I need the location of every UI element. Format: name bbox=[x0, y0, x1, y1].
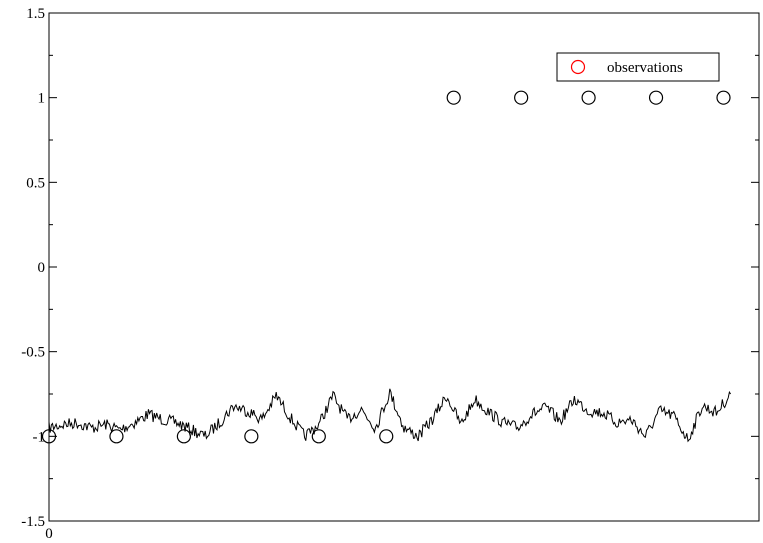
observation-point bbox=[41, 429, 57, 444]
observation-point bbox=[379, 429, 394, 444]
legend-label-observations: observations bbox=[607, 60, 683, 76]
observation-point bbox=[648, 90, 664, 105]
observation-point bbox=[581, 90, 596, 105]
observation-point bbox=[311, 429, 326, 444]
legend-marker-observations bbox=[570, 59, 586, 75]
observation-point bbox=[176, 429, 191, 444]
observation-point bbox=[514, 90, 529, 105]
observation-point bbox=[716, 90, 731, 105]
y-tick-label: -1.5 bbox=[21, 514, 45, 530]
trajectory-line bbox=[48, 388, 732, 443]
observation-point bbox=[446, 90, 461, 105]
plot-frame bbox=[48, 12, 760, 522]
series-layer bbox=[41, 90, 732, 444]
observation-point bbox=[244, 429, 259, 444]
y-tick-label: -0.5 bbox=[21, 345, 45, 361]
y-tick-label: -1 bbox=[33, 429, 46, 445]
y-tick-label: 1 bbox=[38, 91, 46, 107]
y-axis-ticks: 1.5 1 0.5 0 -0.5 -1 -1.5 bbox=[21, 6, 759, 530]
observation-point bbox=[109, 429, 124, 444]
y-tick-label: 1.5 bbox=[26, 6, 45, 22]
x-axis-ticks: 0 bbox=[45, 526, 53, 542]
x-tick-label: 0 bbox=[45, 526, 53, 542]
y-tick-label: 0.5 bbox=[26, 175, 45, 191]
y-tick-label: 0 bbox=[38, 260, 46, 276]
legend: observations bbox=[556, 52, 720, 82]
